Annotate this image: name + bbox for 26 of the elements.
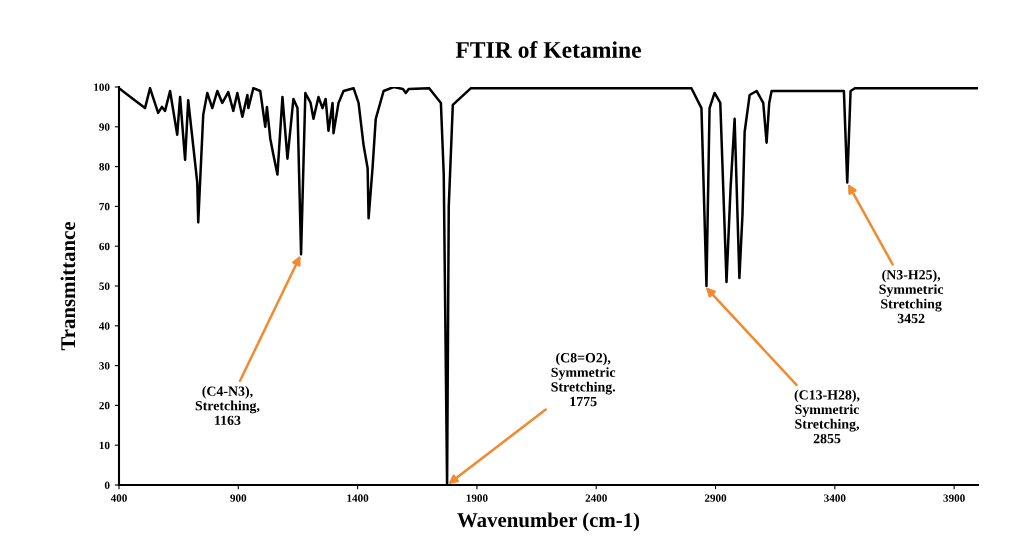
annotation: (C4-N3), Stretching, 1163 <box>195 386 260 425</box>
x-tick-label: 900 <box>230 494 247 502</box>
chart-title: FTIR of Ketamine <box>455 41 642 58</box>
x-tick-label: 3400 <box>824 494 846 502</box>
y-tick-label: 30 <box>99 362 110 370</box>
annotation: (C8=O2), Symmetric Stretching. 1775 <box>551 352 616 407</box>
x-tick-label: 3900 <box>943 494 965 502</box>
x-tick-label: 1900 <box>466 494 488 502</box>
y-tick-label: 40 <box>99 322 110 330</box>
y-tick-label: 100 <box>94 83 110 91</box>
y-tick-label: 90 <box>99 123 110 131</box>
y-tick-label: 60 <box>99 242 110 251</box>
x-tick-label: 1400 <box>347 494 369 502</box>
annotation: (N3-H25), Symmetric Stretching 3452 <box>879 269 944 324</box>
y-tick-label: 70 <box>99 202 110 211</box>
x-tick-label: 2900 <box>704 494 727 502</box>
x-tick-label: 400 <box>110 494 127 502</box>
y-axis-title: Transmittance <box>60 221 76 351</box>
y-tick-label: 0 <box>104 481 110 489</box>
x-tick-label: 2400 <box>585 494 607 502</box>
y-tick-label: 20 <box>99 401 110 410</box>
y-tick-label: 10 <box>99 441 110 450</box>
y-tick-label: 80 <box>99 163 110 171</box>
y-tick-label: 50 <box>99 282 110 290</box>
x-axis-title: Wavenumber (cm-1) <box>457 512 640 532</box>
annotation: (C13-H28), Symmetric Stretching, 2855 <box>794 389 860 444</box>
